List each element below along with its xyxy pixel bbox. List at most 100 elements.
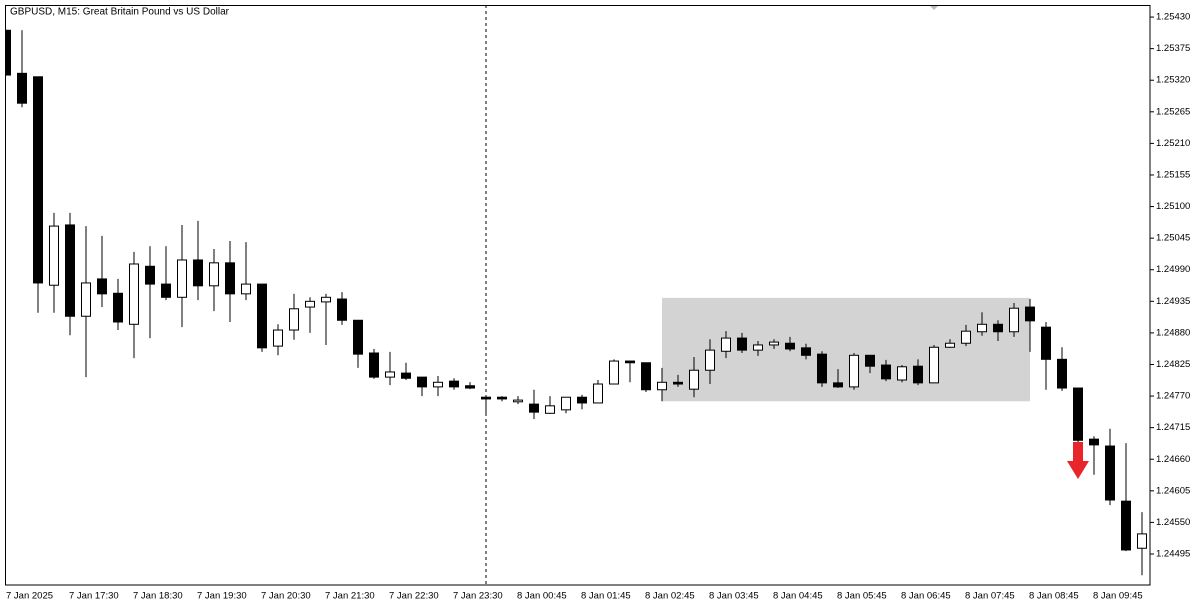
candle-body-down <box>833 382 843 388</box>
candle-body-up <box>241 283 251 295</box>
x-tick-label: 7 Jan 21:30 <box>325 591 375 602</box>
candle-body-up <box>721 337 731 352</box>
candle-body-down <box>1073 387 1083 441</box>
candle-body-up <box>689 369 699 390</box>
x-tick-label: 8 Jan 08:45 <box>1029 591 1079 602</box>
candle-body-down <box>353 319 363 355</box>
x-tick-label: 8 Jan 05:45 <box>837 591 887 602</box>
x-tick-label: 7 Jan 18:30 <box>133 591 183 602</box>
candle-body-up <box>129 263 139 325</box>
candle-body-down <box>17 72 27 104</box>
candle-body-down <box>1121 500 1131 551</box>
plot-frame <box>5 5 1151 586</box>
chart-title: GBPUSD, M15: Great Britain Pound vs US D… <box>10 7 230 18</box>
sell-arrow <box>1067 442 1089 479</box>
y-tick-label: 1.25155 <box>1156 169 1190 180</box>
candle-body-down <box>641 362 651 391</box>
x-tick-label: 7 Jan 2025 <box>6 591 53 602</box>
candle-body-up <box>657 381 667 391</box>
candle-body-down <box>673 381 683 385</box>
x-tick-label: 8 Jan 07:45 <box>965 591 1015 602</box>
candle-body-up <box>81 282 91 317</box>
price-zone <box>662 297 1030 402</box>
y-tick-label: 1.24880 <box>1156 327 1190 338</box>
candle-body-up <box>593 383 603 404</box>
y-tick-label: 1.24770 <box>1156 391 1190 402</box>
candle-body-down <box>497 396 507 400</box>
x-tick-label: 8 Jan 03:45 <box>709 591 759 602</box>
y-tick-label: 1.24825 <box>1156 359 1190 370</box>
candle-body-down <box>1089 438 1099 446</box>
candle-body-down <box>225 262 235 295</box>
candle-body-down <box>145 265 155 285</box>
candle-body-up <box>1137 533 1147 549</box>
candle-body-up <box>1009 307 1019 333</box>
y-tick-label: 1.25265 <box>1156 106 1190 117</box>
x-tick-label: 8 Jan 06:45 <box>901 591 951 602</box>
candle-body-down <box>913 365 923 384</box>
x-tick-label: 7 Jan 19:30 <box>197 591 247 602</box>
candle-body-up <box>289 308 299 331</box>
x-tick-label: 8 Jan 02:45 <box>645 591 695 602</box>
candle-body-up <box>929 346 939 384</box>
x-tick-label: 8 Jan 00:45 <box>517 591 567 602</box>
candle-body-down <box>817 353 827 384</box>
candle-body-down <box>65 224 75 317</box>
x-tick-label: 7 Jan 23:30 <box>453 591 503 602</box>
y-tick-label: 1.24660 <box>1156 454 1190 465</box>
candle-layer <box>5 29 1147 576</box>
candle-body-down <box>417 376 427 388</box>
candle-body-down <box>993 323 1003 333</box>
candle-body-down <box>337 298 347 321</box>
candle-body-up <box>177 259 187 298</box>
arrow-shaft <box>1073 442 1083 462</box>
candle-body-down <box>257 283 267 349</box>
candle-body-down <box>1041 326 1051 360</box>
candle-body-up <box>385 371 395 378</box>
candle-body-up <box>897 366 907 381</box>
x-tick-label: 8 Jan 04:45 <box>773 591 823 602</box>
candle-body-down <box>113 292 123 323</box>
candle-body-up <box>273 329 283 347</box>
candle-body-down <box>625 360 635 364</box>
candle-body-down <box>97 278 107 295</box>
candle-body-down <box>449 380 459 388</box>
y-tick-label: 1.24605 <box>1156 485 1190 496</box>
x-tick-label: 8 Jan 09:45 <box>1093 591 1143 602</box>
arrow-head <box>1067 461 1089 479</box>
candle-body-up <box>545 405 555 414</box>
y-tick-label: 1.25100 <box>1156 201 1190 212</box>
candle-body-up <box>753 344 763 351</box>
candle-body-down <box>785 342 795 350</box>
y-tick-label: 1.25045 <box>1156 233 1190 244</box>
y-tick-label: 1.25375 <box>1156 43 1190 54</box>
candle-body-up <box>49 225 59 286</box>
candle-body-down <box>33 76 43 284</box>
x-tick-label: 8 Jan 01:45 <box>581 591 631 602</box>
candle-body-up <box>977 323 987 333</box>
candle-body-up <box>209 262 219 287</box>
candle-body-down <box>1105 445 1115 501</box>
x-tick-label: 7 Jan 20:30 <box>261 591 311 602</box>
y-tick-label: 1.24990 <box>1156 264 1190 275</box>
y-tick-label: 1.24935 <box>1156 296 1190 307</box>
candle-body-up <box>849 354 859 388</box>
candle-body-up <box>433 381 443 388</box>
y-tick-label: 1.24550 <box>1156 517 1190 528</box>
candle-body-down <box>1025 306 1035 322</box>
candle-body-down <box>369 352 379 378</box>
candle-body-down <box>193 259 203 287</box>
candle-body-down <box>529 403 539 413</box>
candle-body-up <box>945 342 955 348</box>
axis-layer: 1.25430 1.25375 1.25320 1.25265 1.25210 1.251… <box>6 12 1190 602</box>
candle-body-down <box>465 385 475 389</box>
candle-body-down <box>481 396 491 400</box>
candle-body-up <box>321 296 331 303</box>
candle-body-up <box>769 341 779 346</box>
candle-body-down <box>865 354 875 367</box>
candle-body-up <box>705 349 715 371</box>
candle-body-down <box>577 396 587 404</box>
candle-body-down <box>801 347 811 356</box>
candle-body-down <box>401 372 411 379</box>
